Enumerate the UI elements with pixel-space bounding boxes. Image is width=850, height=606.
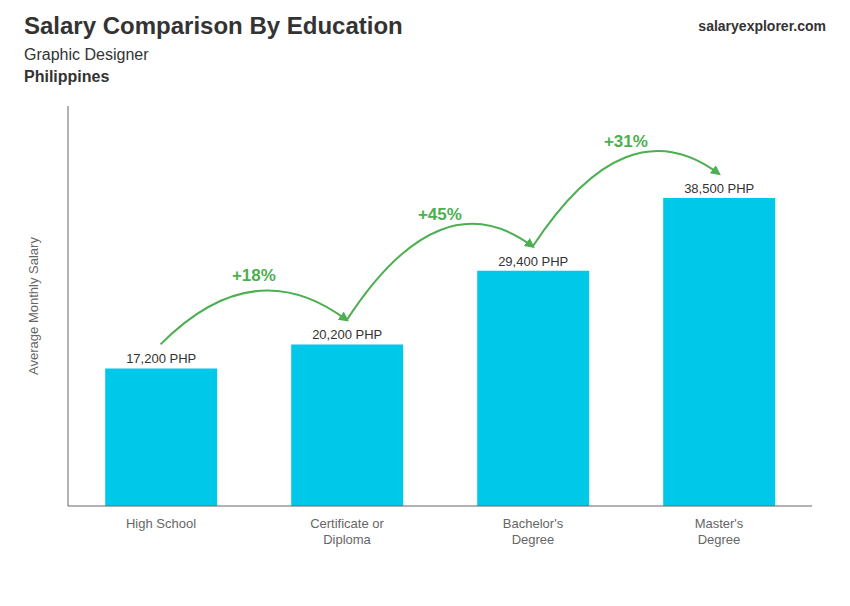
svg-text:Average Monthly Salary: Average Monthly Salary [26, 237, 41, 375]
html-text:salaryexplorer.com: salaryexplorer.com [698, 18, 826, 34]
svg-text:+18%: +18% [232, 266, 276, 285]
svg-text:Master'sDegree: Master'sDegree [695, 516, 744, 547]
html-text:Philippines: Philippines [24, 68, 110, 85]
svg-text:High School: High School [126, 516, 196, 531]
svg-text:Certificate orDiploma: Certificate orDiploma [310, 516, 384, 547]
svg-text:+45%: +45% [418, 205, 462, 224]
svg-text:29,400 PHP: 29,400 PHP [498, 254, 568, 269]
html-text:Salary Comparison By Education: Salary Comparison By Education [24, 12, 403, 39]
svg-text:38,500 PHP: 38,500 PHP [684, 181, 754, 196]
svg-text:Bachelor'sDegree: Bachelor'sDegree [503, 516, 564, 547]
html-text:Graphic Designer: Graphic Designer [24, 46, 149, 63]
svg-text:20,200 PHP: 20,200 PHP [312, 327, 382, 342]
svg-text:17,200 PHP: 17,200 PHP [126, 351, 196, 366]
svg-text:+31%: +31% [604, 132, 648, 151]
